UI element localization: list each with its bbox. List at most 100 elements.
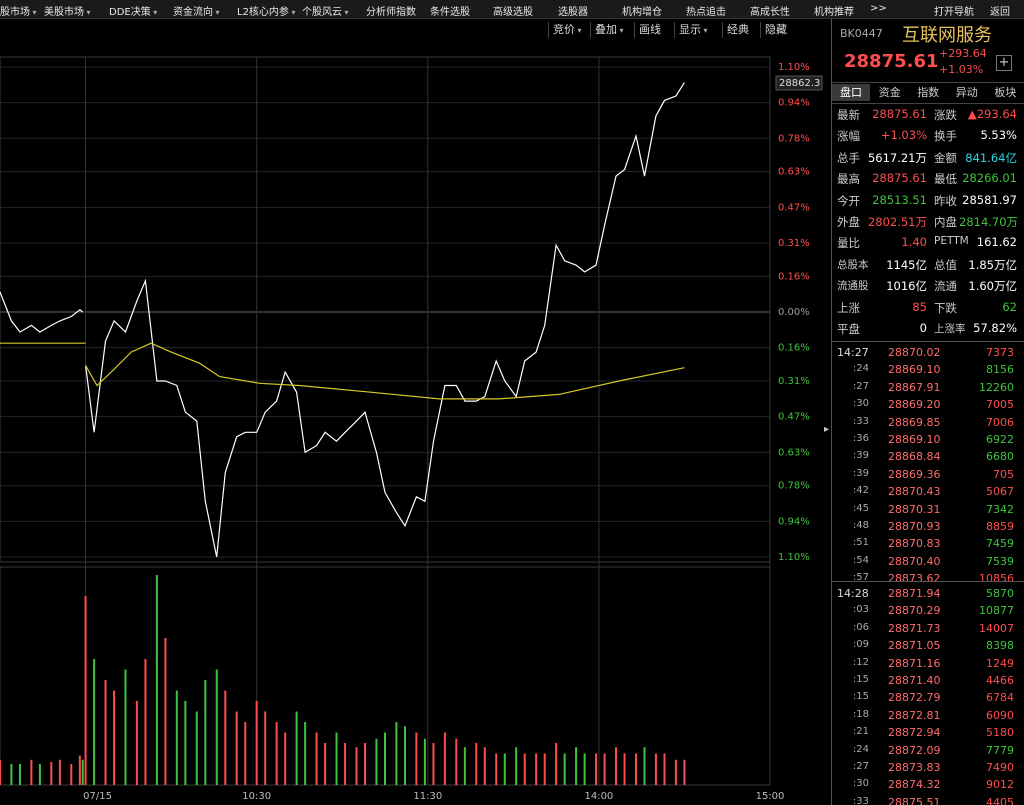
menu-item[interactable]: >>: [870, 3, 887, 14]
y-tick-label: 0.31%: [778, 376, 810, 387]
x-tick-label: 07/15: [83, 791, 112, 802]
tick-time: :42: [852, 485, 869, 497]
menu-item[interactable]: 机构推荐: [814, 7, 854, 18]
quote-label: 流通股: [837, 280, 869, 293]
quote-value: 1.40: [901, 235, 927, 250]
price-marker-box: [775, 75, 823, 91]
volume-bar: [523, 753, 526, 785]
toolbar-button[interactable]: 竞价: [548, 22, 586, 38]
volume-bar: [543, 753, 546, 785]
toolbar-button[interactable]: 经典: [722, 22, 753, 38]
tab[interactable]: 异动: [955, 86, 978, 99]
volume-bar: [503, 753, 506, 785]
volume-bar: [175, 690, 178, 785]
tick-volume: 10877: [979, 604, 1014, 618]
volume-bar: [344, 743, 347, 785]
volume-bar: [643, 747, 646, 785]
quote-label: 量比: [837, 236, 860, 251]
menu-item[interactable]: 美股市场: [44, 3, 91, 18]
volume-bar: [455, 738, 458, 785]
y-tick-label: 0.63%: [778, 167, 810, 178]
quote-value: 161.62: [976, 235, 1017, 250]
volume-bar: [0, 759, 1, 785]
tick-price: 28870.43: [888, 485, 941, 499]
quote-label: 总股本: [837, 258, 869, 271]
tick-time: :12: [852, 656, 869, 668]
tick-time: :57: [852, 572, 869, 584]
tick-price: 28872.81: [888, 708, 941, 722]
tick-volume: 5180: [986, 726, 1014, 740]
quote-value: 5617.21万: [867, 150, 927, 165]
menu-item[interactable]: 机构增仓: [622, 7, 662, 18]
add-button[interactable]: +: [996, 55, 1012, 71]
volume-bar: [443, 732, 446, 785]
volume-bar: [184, 701, 187, 785]
menu-item[interactable]: 高级选股: [493, 7, 533, 18]
tick-volume: 7779: [986, 743, 1014, 757]
volume-bar: [235, 711, 238, 785]
y-tick-label: 0.47%: [778, 202, 810, 213]
tick-time: :15: [852, 674, 869, 685]
menu-item[interactable]: 个股风云: [302, 3, 349, 18]
tick-volume: 7490: [986, 761, 1014, 774]
tick-time: :30: [852, 778, 869, 790]
y-tick-label: 0.78%: [778, 133, 810, 144]
divider: [832, 341, 1024, 342]
tick-price: 28872.79: [888, 691, 941, 705]
toolbar-button[interactable]: 隐藏: [760, 22, 791, 38]
tick-volume: 7342: [986, 502, 1014, 516]
tick-volume: 6090: [986, 708, 1014, 722]
toolbar-button[interactable]: 画线: [634, 22, 665, 38]
volume-bar: [375, 738, 378, 785]
volume-bar: [395, 722, 398, 785]
tick-price: 28871.16: [888, 656, 941, 670]
tab[interactable]: 盘口: [832, 84, 870, 101]
volume-bar: [18, 764, 21, 785]
tab[interactable]: 板块: [994, 86, 1017, 99]
tick-time: :03: [852, 604, 869, 616]
volume-bar: [415, 732, 418, 785]
toolbar-button[interactable]: 叠加: [590, 22, 628, 38]
quote-label: 外盘: [837, 215, 860, 229]
volume-bar: [475, 743, 478, 785]
menu-item[interactable]: 资金流向: [173, 3, 220, 18]
plot-frame: [0, 56, 771, 563]
menu-item[interactable]: 条件选股: [430, 7, 470, 18]
menu-item[interactable]: 热点追击: [686, 7, 726, 18]
volume-bar: [124, 669, 127, 785]
menu-item[interactable]: L2核心内参: [237, 3, 296, 18]
price-line: [0, 291, 84, 333]
volume-bar: [575, 747, 578, 785]
collapse-arrow[interactable]: ▸: [824, 424, 830, 435]
volume-bar: [335, 732, 338, 785]
y-tick-label: 1.10%: [778, 552, 810, 563]
volume-bar: [563, 753, 566, 785]
quote-value: 0: [919, 321, 927, 335]
change: +293.64: [939, 47, 987, 60]
x-tick-label: 14:00: [584, 791, 613, 802]
menu-item[interactable]: 打开导航: [934, 7, 974, 18]
volume-bar: [104, 680, 107, 785]
menu-item[interactable]: 选股器: [558, 7, 588, 18]
volume-bar: [144, 659, 147, 785]
tab[interactable]: 指数: [917, 86, 940, 99]
toolbar-button[interactable]: 显示: [674, 22, 712, 38]
menu-item[interactable]: 分析师指数: [366, 7, 416, 18]
menu-item[interactable]: 股市场: [0, 3, 37, 18]
menu-item[interactable]: DDE决策: [109, 3, 157, 18]
tick-price: 28874.32: [888, 778, 941, 792]
quote-value: 28875.61: [872, 107, 927, 121]
tick-volume: 8398: [986, 639, 1014, 653]
volume-bar: [50, 761, 53, 785]
quote-value: 28581.97: [962, 192, 1017, 207]
tick-price: 28871.94: [888, 587, 941, 600]
quote-value: 85: [912, 299, 927, 314]
tab[interactable]: 资金: [878, 86, 901, 99]
tick-volume: 1249: [986, 656, 1014, 670]
quote-label: 最新: [837, 108, 860, 122]
menu-item[interactable]: 返回: [990, 7, 1010, 18]
menu-item[interactable]: 高成长性: [750, 7, 790, 18]
tick-price: 28869.20: [888, 398, 941, 412]
x-tick-label: 15:00: [756, 791, 785, 802]
volume-bar: [93, 659, 96, 785]
